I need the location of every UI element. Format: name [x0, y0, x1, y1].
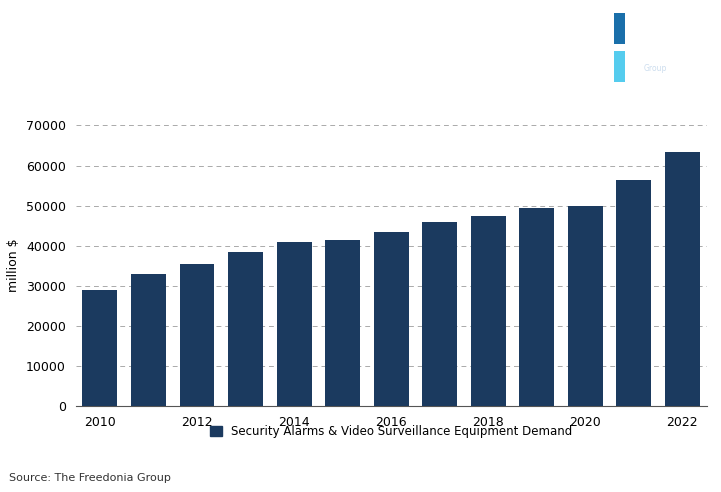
Text: Freedonia: Freedonia [629, 28, 676, 38]
Bar [325, 240, 360, 406]
Bar [471, 215, 505, 406]
Y-axis label: million $: million $ [7, 239, 20, 292]
Bar [228, 251, 263, 406]
Bar [131, 274, 166, 406]
Legend: Security Alarms & Video Surveillance Equipment Demand: Security Alarms & Video Surveillance Equ… [205, 421, 577, 443]
Bar [614, 13, 625, 44]
Bar [277, 242, 311, 406]
Bar [614, 51, 625, 82]
Bar [82, 290, 118, 406]
Text: Figure 3-1.
Global Security Alarms & Video Surveillance Equipment Demand,
2010 –: Figure 3-1. Global Security Alarms & Vid… [9, 6, 396, 72]
Bar [568, 206, 603, 406]
Bar [180, 264, 215, 406]
Bar [373, 232, 409, 406]
Bar [519, 208, 554, 406]
Bar [616, 180, 651, 406]
Bar [665, 152, 700, 406]
Bar [423, 221, 457, 406]
Text: Group: Group [643, 64, 666, 73]
Text: Source: The Freedonia Group: Source: The Freedonia Group [9, 473, 172, 483]
